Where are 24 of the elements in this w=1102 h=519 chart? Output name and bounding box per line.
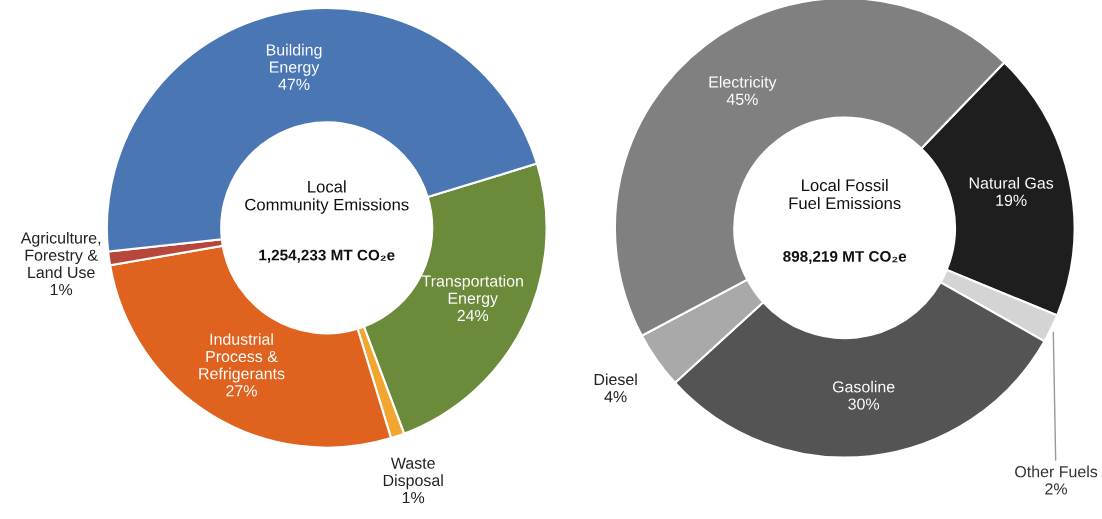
slice-label: Electricity: [709, 76, 777, 91]
slice-label: Industrial Process & Refrigerants: [199, 333, 285, 383]
slice-label: Diesel: [594, 373, 637, 386]
slice-label: Natural Gas: [969, 177, 1054, 189]
data-label: 47%: [278, 78, 310, 90]
data-label: 1%: [50, 284, 73, 296]
text: 898,219 MT CO₂e: [783, 250, 907, 265]
slice-label: Building Energy: [266, 43, 322, 76]
text: Local Community Emissions: [245, 180, 409, 214]
slice-label: Waste Disposal: [383, 457, 443, 490]
slice-label: Gasoline: [832, 380, 895, 393]
slice-label: Transportation Energy: [421, 275, 523, 308]
data-label: 19%: [996, 194, 1027, 206]
data-label: 2%: [1045, 483, 1068, 495]
data-label: 30%: [848, 398, 880, 410]
text: Local Fossil Fuel Emissions: [789, 178, 901, 210]
data-label: 4%: [604, 391, 627, 403]
slice-label: Agriculture, Forestry & Land Use: [20, 231, 101, 279]
data-label: 1%: [402, 492, 425, 504]
data-label: 24%: [457, 309, 489, 322]
slice-label: Other Fuels: [1015, 465, 1098, 478]
data-label: 45%: [726, 93, 758, 105]
text: 1,254,233 MT CO₂e: [259, 249, 395, 263]
data-label: 27%: [226, 385, 257, 397]
